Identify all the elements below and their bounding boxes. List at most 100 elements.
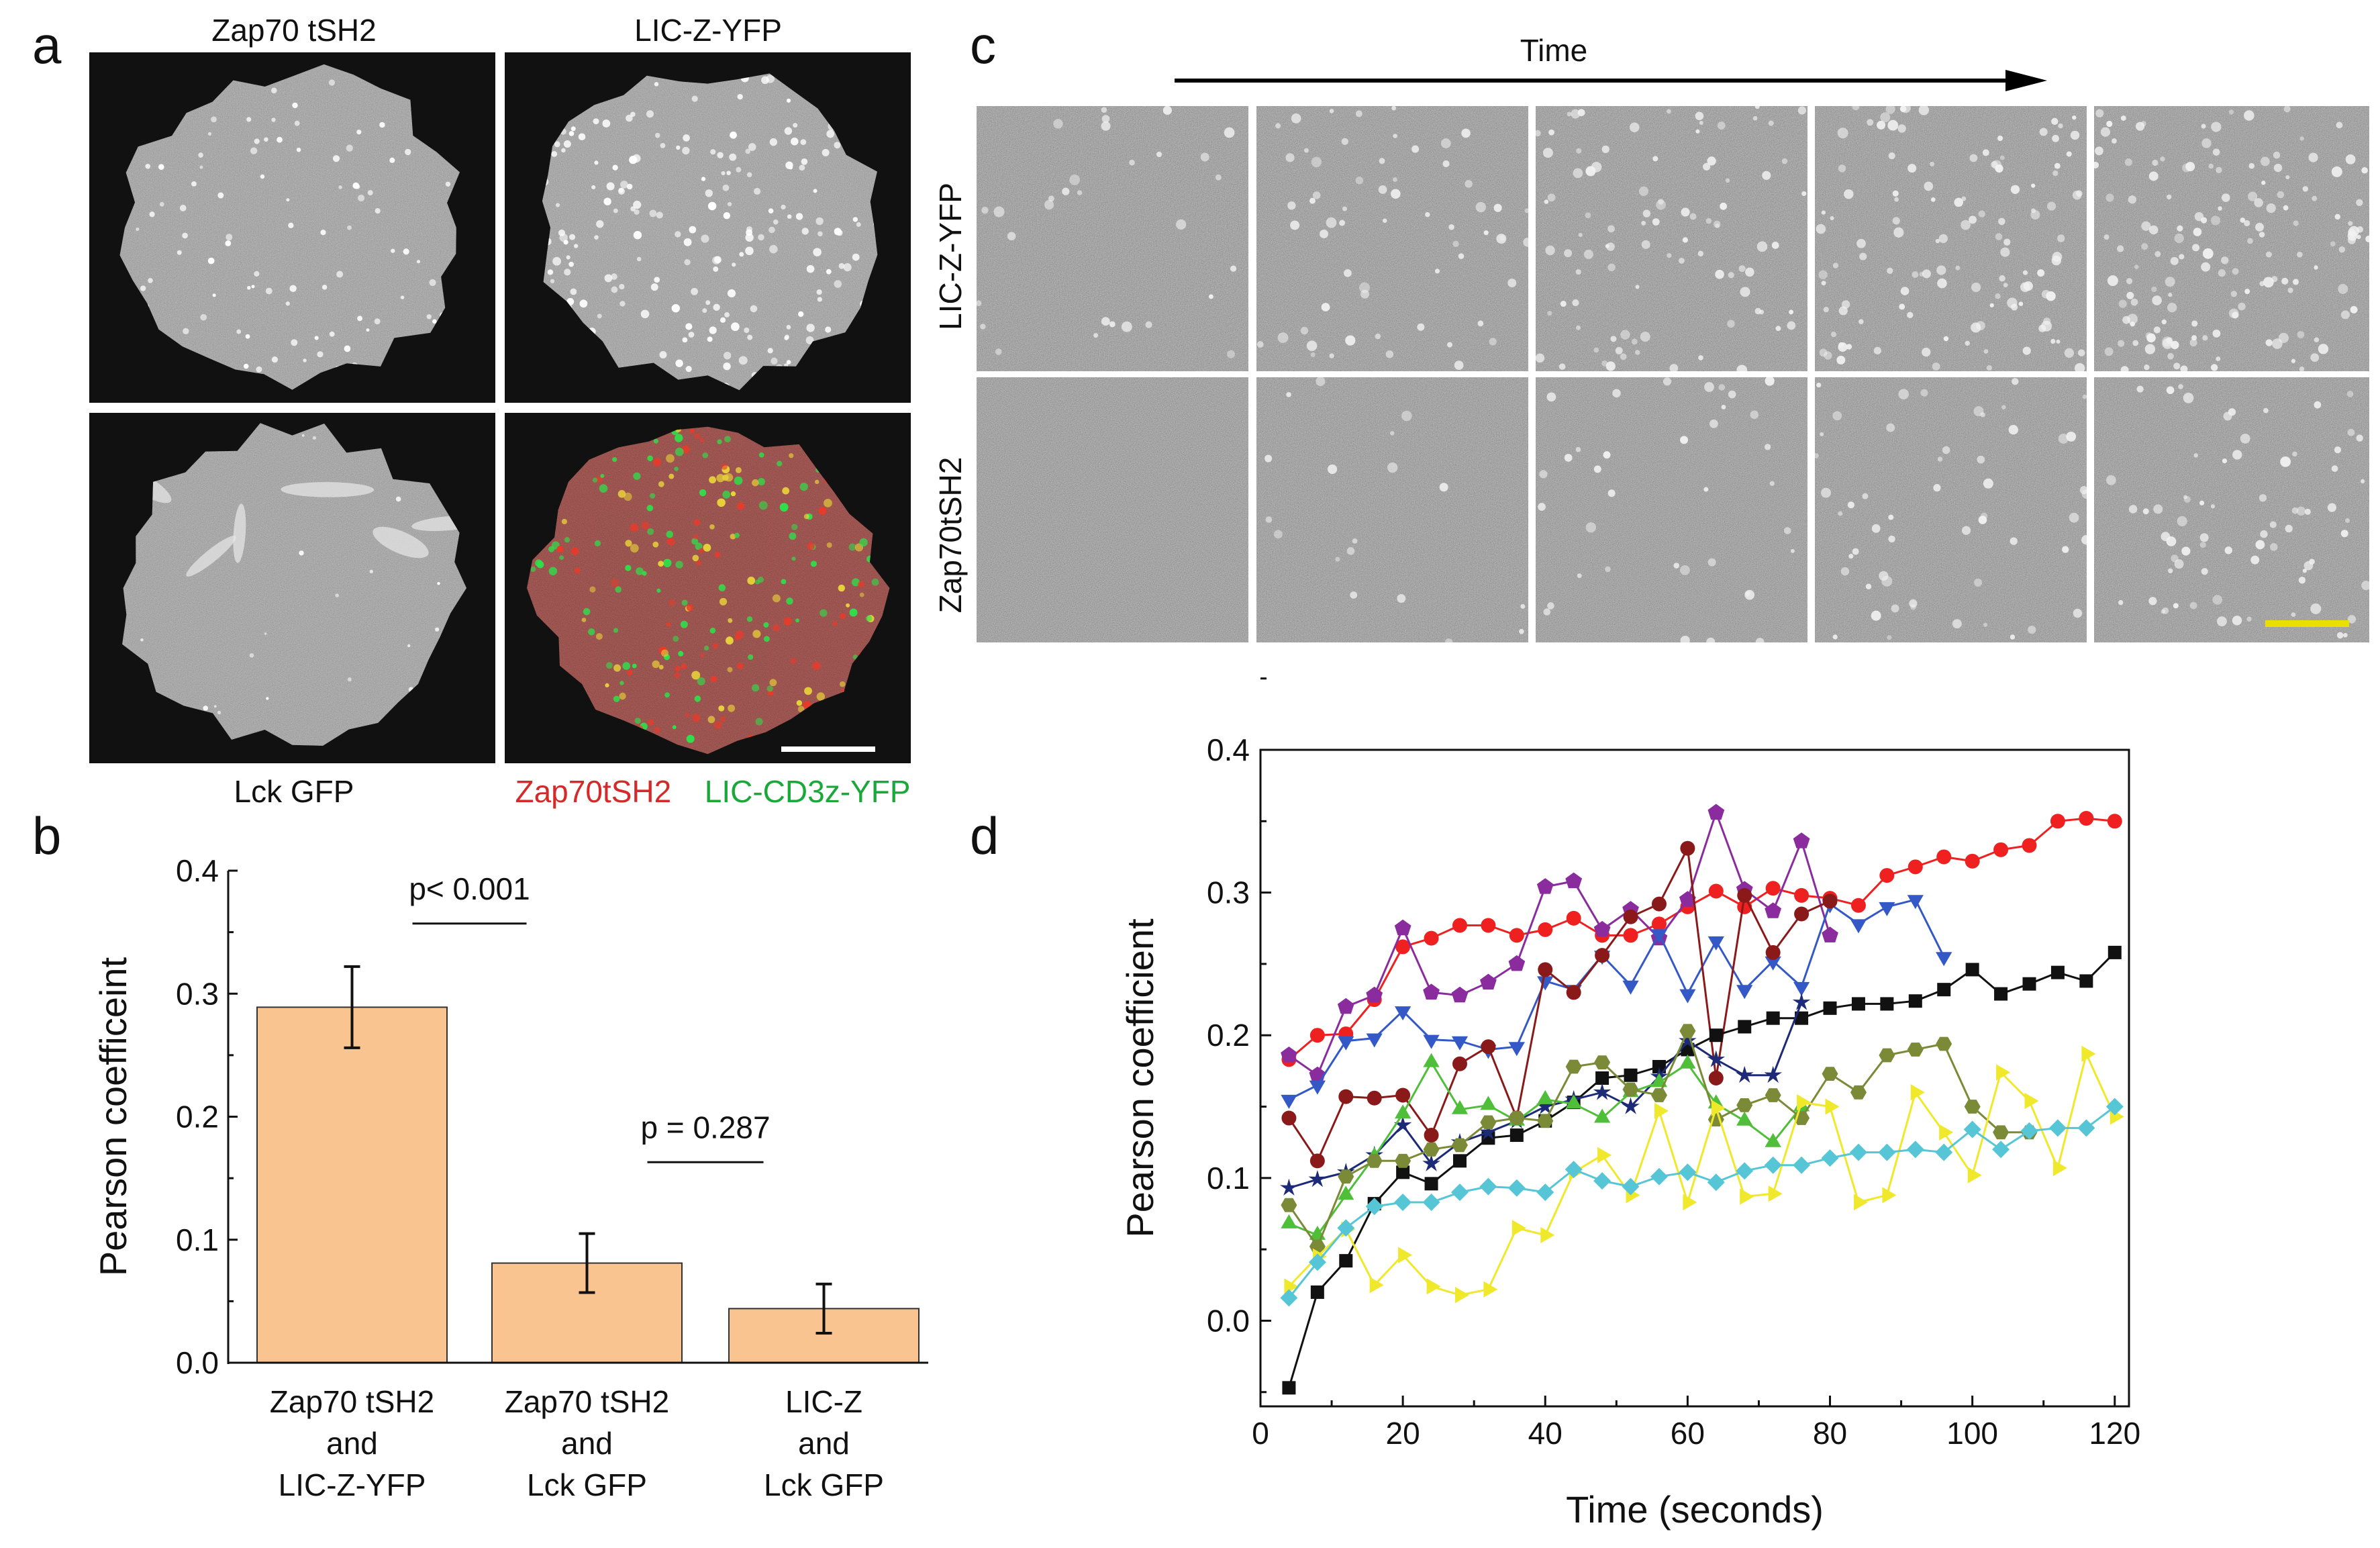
data-point xyxy=(1765,956,1781,971)
data-point xyxy=(1993,842,2009,857)
data-point xyxy=(1793,1156,1811,1174)
data-point xyxy=(1822,893,1838,909)
timelapse-frame-r1-t2 xyxy=(1256,106,1528,371)
timelapse-frame-r2-t1 xyxy=(977,377,1248,642)
data-point xyxy=(1594,1108,1611,1123)
y-tick-label: 0.0 xyxy=(176,1345,219,1380)
data-point xyxy=(1851,997,1865,1011)
data-point xyxy=(2105,1098,2124,1116)
y-tick-label: 0.4 xyxy=(176,853,219,888)
data-point xyxy=(1451,986,1469,1003)
data-point xyxy=(1310,1285,1324,1299)
data-point xyxy=(1366,986,1383,1003)
data-point xyxy=(1594,951,1611,965)
data-point xyxy=(1765,945,1781,960)
data-point xyxy=(2079,811,2094,826)
bar-1 xyxy=(491,1262,683,1363)
data-point xyxy=(1511,1220,1526,1237)
data-point xyxy=(1341,1221,1356,1238)
data-point xyxy=(2079,974,2093,988)
data-point xyxy=(1764,1156,1782,1174)
data-point xyxy=(1308,1253,1326,1271)
data-point xyxy=(1907,1043,1924,1057)
data-point xyxy=(1821,1149,1839,1167)
data-point xyxy=(1963,1120,1981,1139)
data-point xyxy=(2022,977,2036,991)
data-point xyxy=(1622,1082,1639,1097)
data-point xyxy=(1623,928,1638,943)
data-point xyxy=(1907,859,1923,875)
data-point xyxy=(1622,1097,1640,1114)
data-point xyxy=(1367,1090,1382,1106)
data-point xyxy=(1680,899,1695,914)
y-tick-label: 0.0 xyxy=(1207,1303,1250,1338)
panel-a-title-left: Zap70 tSH2 xyxy=(211,13,377,48)
data-point xyxy=(1396,1165,1410,1179)
data-point xyxy=(1480,1115,1497,1130)
data-point xyxy=(1992,1141,2010,1159)
series-cyan-diamonds xyxy=(1280,1098,2124,1307)
data-point xyxy=(1793,832,1810,849)
data-point xyxy=(1996,1064,2011,1081)
data-point xyxy=(1936,952,1952,967)
panel-label-b: b xyxy=(32,806,62,865)
data-point xyxy=(1880,997,1894,1011)
y-tick-label: 0.2 xyxy=(1207,1018,1250,1053)
data-point xyxy=(1366,1153,1383,1168)
series-line xyxy=(1288,1028,2030,1249)
data-point xyxy=(1367,1197,1381,1211)
timelapse-frame-r1-t5 xyxy=(2094,106,2369,371)
series-black-squares xyxy=(1282,945,2122,1395)
micrograph-lck-gfp xyxy=(89,413,495,763)
series-line xyxy=(1288,1002,1803,1190)
data-point xyxy=(2022,838,2037,853)
data-point xyxy=(1337,1219,1355,1237)
x-tick-label: 60 xyxy=(1671,1416,1705,1451)
data-point xyxy=(1679,1031,1697,1049)
series-line xyxy=(1288,1051,2116,1296)
panel-a-caption-merge: Zap70tSH2 LIC-CD3z-YFP xyxy=(505,773,921,810)
data-point xyxy=(1280,1178,1298,1196)
data-point xyxy=(1338,1036,1354,1051)
data-point xyxy=(1338,1186,1354,1200)
data-point xyxy=(1394,919,1411,936)
data-point xyxy=(1395,1104,1411,1119)
data-point xyxy=(1424,930,1439,946)
data-point xyxy=(2048,1119,2067,1137)
data-point xyxy=(1339,1254,1353,1268)
data-point xyxy=(1480,973,1497,990)
data-point xyxy=(1797,1094,1812,1111)
panel-label-c: c xyxy=(970,15,996,75)
data-point xyxy=(1594,1055,1611,1069)
data-point xyxy=(1793,1097,1810,1112)
series-yellow-triangles-right xyxy=(1284,1045,2124,1304)
x-tick-label: 120 xyxy=(2089,1416,2140,1451)
data-point xyxy=(1309,1225,1326,1240)
data-point xyxy=(1398,1247,1413,1263)
data-point xyxy=(1822,891,1838,906)
data-point xyxy=(1936,849,1952,865)
micrograph-lic-z-yfp xyxy=(505,52,911,403)
data-point xyxy=(1650,1073,1668,1087)
data-point xyxy=(1423,1142,1440,1157)
data-point xyxy=(1707,1050,1726,1067)
data-point xyxy=(1651,1088,1667,1102)
data-point xyxy=(1450,1132,1469,1150)
data-point xyxy=(1709,1028,1723,1043)
data-point xyxy=(1308,1170,1327,1188)
data-point xyxy=(1736,985,1753,1000)
data-point xyxy=(1764,1065,1782,1083)
merge-caption-green: LIC-CD3z-YFP xyxy=(704,774,911,809)
data-point xyxy=(1538,962,1553,977)
data-point xyxy=(1910,1084,1925,1101)
data-point xyxy=(1595,948,1610,963)
data-point xyxy=(1766,1011,1780,1025)
data-point xyxy=(1309,1066,1326,1083)
y-tick-label: 0.2 xyxy=(176,1100,219,1134)
data-point xyxy=(1595,928,1610,943)
micrograph-zap70-tsh2 xyxy=(89,52,495,403)
x-category-label: LIC-Z-YFP xyxy=(279,1467,426,1502)
data-point xyxy=(1423,1053,1440,1067)
data-point xyxy=(1395,1087,1411,1103)
